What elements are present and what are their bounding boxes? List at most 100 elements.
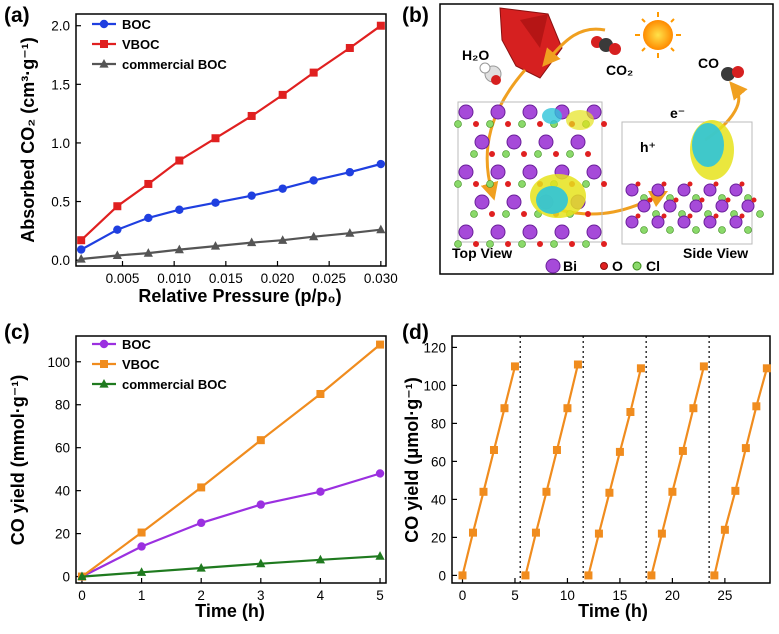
data-point: [647, 571, 656, 580]
y-tick-label: 0: [62, 570, 70, 585]
o-atom: [739, 213, 745, 219]
o-atom: [521, 151, 527, 157]
data-point: [573, 360, 582, 369]
data-point: [741, 444, 750, 453]
bi-atom: [522, 164, 538, 180]
y-tick-label: 20: [55, 527, 70, 542]
data-point: [196, 518, 206, 528]
bi-atom: [729, 215, 743, 229]
y-tick-label: 1.0: [51, 136, 70, 151]
bi-atom: [651, 183, 665, 197]
series-cycles: [458, 360, 771, 580]
data-point: [489, 446, 498, 454]
series-line: [81, 343, 381, 578]
o-atom: [505, 241, 511, 247]
legend-cl-marker: [632, 261, 642, 271]
legend-marker: [99, 59, 109, 68]
y-tick-label: 0.5: [51, 195, 70, 210]
o-atom: [473, 241, 479, 247]
lattice-side-view: [621, 121, 764, 245]
data-point: [309, 68, 318, 77]
data-point: [247, 191, 256, 200]
bi-atom: [625, 215, 639, 229]
x-axis-title: Time (h): [195, 601, 265, 621]
o-atom: [489, 211, 495, 217]
data-point: [316, 389, 325, 398]
o-atom: [687, 181, 693, 187]
x-tick-label: 0: [78, 588, 86, 603]
legend-marker: [100, 40, 108, 48]
o-atom: [713, 213, 719, 219]
data-point: [309, 231, 319, 241]
data-point: [468, 528, 477, 537]
cl-atom: [518, 120, 526, 128]
cl-atom: [486, 240, 494, 248]
data-point: [376, 224, 386, 234]
x-axis-title: Relative Pressure (p/p₀): [138, 286, 341, 306]
plot-frame: [75, 335, 387, 584]
data-point: [113, 202, 122, 211]
y-tick-label: 20: [431, 530, 446, 545]
bi-atom: [586, 164, 602, 180]
sun-icon: [635, 12, 681, 58]
data-point: [720, 525, 729, 534]
series-line: [81, 555, 381, 578]
data-point: [345, 43, 354, 52]
data-point: [113, 225, 122, 234]
bi-atom: [554, 224, 570, 240]
legend-label: VBOC: [122, 357, 160, 372]
bi-atom: [458, 104, 474, 120]
o-atom: [661, 181, 667, 187]
data-point: [144, 213, 153, 223]
legend-bi-marker: [545, 258, 561, 274]
bi-atom: [538, 134, 554, 150]
series-commercial-boc: [76, 224, 386, 263]
o-atom: [673, 197, 679, 203]
x-tick-label: 0.020: [261, 271, 295, 286]
data-point: [309, 176, 318, 185]
y-tick-label: 80: [55, 398, 70, 413]
data-point: [626, 408, 635, 416]
data-point: [210, 241, 221, 250]
o-atom: [725, 197, 731, 203]
series-line: [81, 472, 381, 578]
cl-atom: [718, 226, 726, 234]
o-atom: [601, 121, 607, 127]
data-point: [137, 542, 146, 551]
series-commercial-boc: [77, 551, 385, 581]
bi-atom: [703, 183, 717, 197]
bi-atom: [458, 224, 474, 240]
legend-bi-label: Bi: [563, 258, 577, 274]
data-point: [689, 404, 698, 413]
bi-atom: [741, 199, 755, 213]
o-atom: [687, 213, 693, 219]
data-point: [345, 228, 355, 237]
y-tick-label: 120: [423, 340, 446, 355]
data-point: [197, 483, 206, 492]
cl-atom: [518, 240, 526, 248]
y-tick-label: 2.0: [51, 19, 70, 34]
data-point: [247, 111, 256, 120]
data-point: [137, 528, 146, 537]
panel-label-b: (b): [402, 4, 429, 27]
series-boc: [76, 159, 386, 254]
bi-atom: [506, 194, 522, 210]
x-tick-label: 15: [612, 588, 627, 603]
bi-atom: [625, 183, 639, 197]
data-point: [699, 362, 708, 371]
x-tick-label: 0.005: [106, 271, 140, 286]
chart-co-yield-mmol: 0 1 2 3 4 5 0 20 40 60 80 100 Time (h) CO yield (mmol…: [8, 335, 387, 621]
cl-atom: [486, 180, 494, 188]
x-tick-label: 0.015: [209, 271, 243, 286]
cl-atom: [582, 240, 590, 248]
flow-arrow-top: [542, 27, 606, 67]
bi-atom: [570, 134, 586, 150]
o-atom: [505, 181, 511, 187]
x-tick-label: 1: [138, 588, 146, 603]
data-point: [143, 248, 153, 257]
lattice-cell-top: [457, 101, 603, 243]
data-point: [500, 404, 509, 413]
o-atom: [521, 211, 527, 217]
legend-label: commercial BOC: [122, 377, 227, 392]
